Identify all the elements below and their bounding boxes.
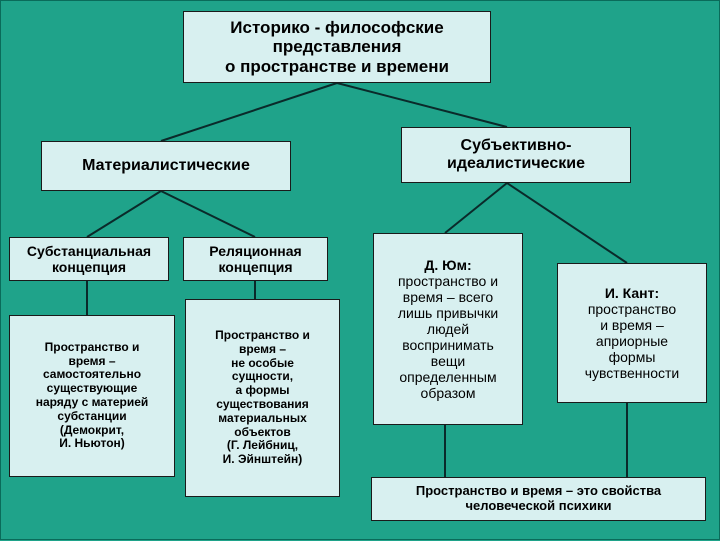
substantial-box: Субстанциальнаяконцепция	[9, 237, 169, 281]
psyche-box: Пространство и время – это свойствачелов…	[371, 477, 706, 521]
relational-box: Реляционнаяконцепция	[183, 237, 328, 281]
kant-box: И. Кант:пространствои время –априорныефо…	[557, 263, 707, 403]
subjective-box: Субъективно-идеалистические	[401, 127, 631, 183]
materialist-box: Материалистические	[41, 141, 291, 191]
substantial-detail-box: Пространство ивремя –самостоятельносущес…	[9, 315, 175, 477]
root-box: Историко - философскиепредставленияо про…	[183, 11, 491, 83]
hume-box: Д. Юм:пространство ивремя – всеголишь пр…	[373, 233, 523, 425]
relational-detail-box: Пространство ивремя –не особыесущности,а…	[185, 299, 340, 497]
